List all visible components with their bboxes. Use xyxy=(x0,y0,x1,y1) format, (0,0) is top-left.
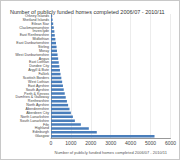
svg-text:Inverclyde: Inverclyde xyxy=(32,29,49,34)
svg-text:Shetland Islands: Shetland Islands xyxy=(22,17,49,22)
svg-text:North Lanarkshire: North Lanarkshire xyxy=(20,114,49,119)
svg-text:Dumfries & Galloway: Dumfries & Galloway xyxy=(15,95,49,100)
svg-text:Scottish Borders: Scottish Borders xyxy=(22,76,49,80)
svg-text:Stirling: Stirling xyxy=(38,45,49,49)
svg-text:Highland: Highland xyxy=(34,126,49,131)
svg-text:Aberdeen City: Aberdeen City xyxy=(26,110,49,115)
svg-text:Dundee City: Dundee City xyxy=(29,64,49,69)
svg-text:East Renfrewshire: East Renfrewshire xyxy=(19,33,49,38)
svg-text:Angus: Angus xyxy=(38,56,49,61)
svg-text:East Lothian: East Lothian xyxy=(29,60,49,65)
svg-text:Perth & Kinross: Perth & Kinross xyxy=(24,91,49,96)
svg-text:5000: 5000 xyxy=(145,140,156,146)
svg-text:4000: 4000 xyxy=(125,140,136,146)
svg-text:Glasgow: Glasgow xyxy=(35,134,49,138)
svg-text:Clackmannanshire: Clackmannanshire xyxy=(19,25,49,30)
svg-text:Fife: Fife xyxy=(43,122,49,127)
svg-text:South Lanarkshire: South Lanarkshire xyxy=(19,118,49,123)
svg-text:Number of publicly funded home: Number of publicly funded homes complete… xyxy=(54,150,167,155)
svg-text:Midlothian: Midlothian xyxy=(32,37,49,42)
svg-text:Number of publicly funded home: Number of publicly funded homes complete… xyxy=(10,9,165,15)
svg-text:Falkirk: Falkirk xyxy=(38,72,49,77)
svg-text:3000: 3000 xyxy=(105,140,116,146)
svg-text:East Ayrshire: East Ayrshire xyxy=(27,83,49,88)
svg-text:East Dunbartonshire: East Dunbartonshire xyxy=(16,41,49,46)
svg-text:South Ayrshire: South Ayrshire xyxy=(25,87,49,92)
svg-text:North Ayrshire: North Ayrshire xyxy=(26,103,49,108)
svg-text:West Lothian: West Lothian xyxy=(28,79,49,84)
svg-text:Moray: Moray xyxy=(39,48,49,53)
svg-text:Aberdeenshire: Aberdeenshire xyxy=(25,107,49,111)
svg-text:Eilean Siar: Eilean Siar xyxy=(31,21,49,26)
svg-text:1000: 1000 xyxy=(65,140,76,146)
svg-text:0: 0 xyxy=(50,140,53,146)
svg-text:6000: 6000 xyxy=(165,140,176,146)
svg-text:Renfrewshire: Renfrewshire xyxy=(27,99,49,104)
svg-text:West Dunbartonshire: West Dunbartonshire xyxy=(15,52,49,57)
svg-text:Edinburgh: Edinburgh xyxy=(32,130,49,135)
svg-text:2000: 2000 xyxy=(85,140,96,146)
svg-text:Argyll & Bute: Argyll & Bute xyxy=(28,68,49,73)
